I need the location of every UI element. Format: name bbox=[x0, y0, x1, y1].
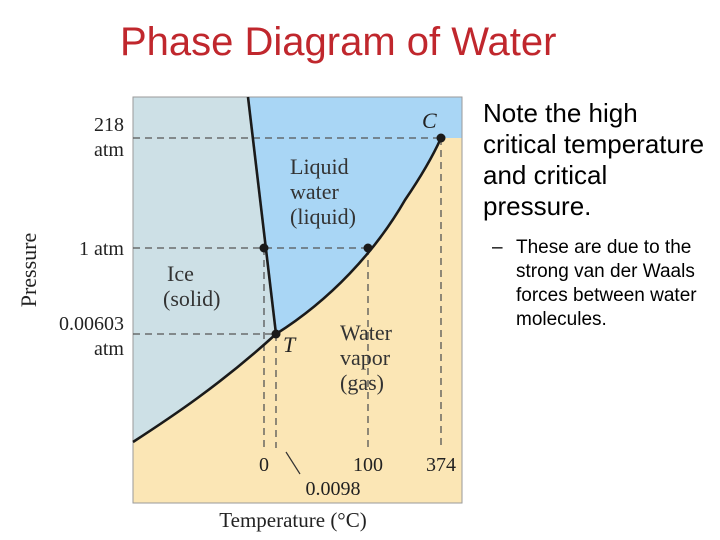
y-tick-218: 218 bbox=[94, 114, 124, 136]
x-tick-100: 100 bbox=[353, 454, 383, 476]
x-tick-triple: 0.0098 bbox=[306, 478, 361, 500]
vaporization-curve bbox=[275, 137, 443, 336]
liquid-label-line3: (liquid) bbox=[290, 204, 356, 229]
x-tick-0: 0 bbox=[259, 454, 269, 476]
reference-lines bbox=[133, 137, 442, 448]
ice-label-line1: Ice bbox=[167, 261, 194, 286]
ice-label: Ice (solid) bbox=[163, 261, 220, 311]
sublimation-curve bbox=[132, 333, 277, 444]
note-bullet: Note the high critical temperature and c… bbox=[483, 98, 705, 221]
vapor-label-line2: vapor bbox=[340, 345, 391, 370]
notes: Note the high critical temperature and c… bbox=[483, 98, 715, 332]
liquid-region bbox=[248, 97, 462, 334]
vapor-label-line1: Water bbox=[340, 320, 393, 345]
plot-frame bbox=[132, 96, 463, 504]
liquid-label: Liquid water (liquid) bbox=[290, 154, 356, 229]
slide-title: Phase Diagram of Water bbox=[120, 20, 557, 64]
normal-boiling-point bbox=[363, 243, 373, 253]
triple-point-label: T bbox=[283, 332, 297, 357]
y-axis-ticks: 218 atm 1 atm 0.00603 atm bbox=[59, 114, 124, 360]
x-axis-ticks: 0 100 374 0.0098 bbox=[259, 454, 456, 500]
melting-curve bbox=[246, 96, 278, 335]
sub-bullet-marker: – bbox=[492, 237, 503, 258]
y-axis-label: Pressure bbox=[16, 233, 41, 308]
x-tick-374: 374 bbox=[426, 454, 456, 476]
sub-bullet-text: These are due to the strong van der Waal… bbox=[516, 237, 697, 330]
vapor-label-line3: (gas) bbox=[340, 370, 384, 395]
y-tick-0006: 0.00603 bbox=[59, 313, 124, 335]
vapor-label: Water vapor (gas) bbox=[340, 320, 393, 395]
ice-label-line2: (solid) bbox=[163, 286, 220, 311]
critical-point-label: C bbox=[422, 108, 437, 133]
x-axis-label: Temperature (°C) bbox=[219, 508, 366, 532]
liquid-label-line1: Liquid bbox=[290, 154, 349, 179]
phase-boundaries bbox=[132, 96, 443, 444]
critical-point bbox=[436, 133, 446, 143]
y-tick-0006-unit: atm bbox=[94, 338, 124, 360]
triple-point bbox=[271, 329, 281, 339]
sub-bullet: – These are due to the strong van der Wa… bbox=[483, 236, 715, 332]
liquid-label-line2: water bbox=[290, 179, 340, 204]
triple-temp-leader bbox=[285, 451, 301, 475]
y-tick-218-unit: atm bbox=[94, 139, 124, 161]
solid-region bbox=[133, 97, 276, 442]
normal-melting-point bbox=[259, 243, 269, 253]
y-tick-1atm: 1 atm bbox=[79, 238, 124, 260]
